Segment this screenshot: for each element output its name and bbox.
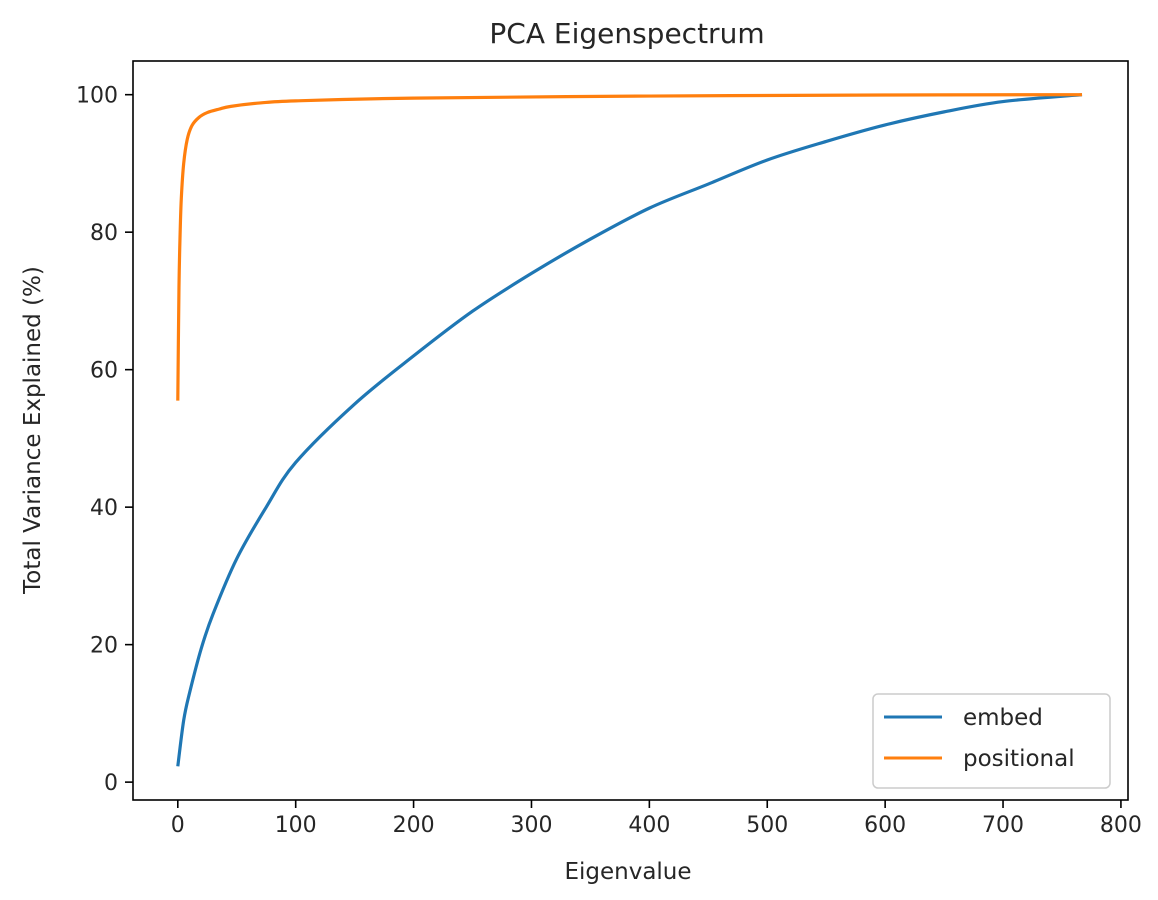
y-axis-ticks: 0 20 40 60 80 100 bbox=[76, 84, 133, 796]
x-axis-label: Eigenvalue bbox=[564, 859, 691, 885]
axes-frame bbox=[132, 60, 1129, 801]
x-tick-label: 800 bbox=[1100, 813, 1142, 838]
y-axis-label: Total Variance Explained (%) bbox=[20, 266, 46, 595]
x-tick-label: 0 bbox=[171, 813, 185, 838]
y-tick-label: 60 bbox=[90, 359, 118, 384]
y-tick-label: 20 bbox=[90, 634, 118, 659]
y-tick-label: 0 bbox=[104, 771, 118, 796]
y-tick-label: 40 bbox=[90, 496, 118, 521]
series-line-embed bbox=[176, 93, 1083, 767]
legend-label-embed: embed bbox=[963, 705, 1043, 731]
plot-area bbox=[176, 93, 1083, 767]
chart-title: PCA Eigenspectrum bbox=[489, 17, 764, 50]
legend: embed positional bbox=[872, 693, 1111, 789]
series-line-positional bbox=[176, 93, 1083, 401]
x-tick-label: 600 bbox=[864, 813, 906, 838]
y-tick-label: 100 bbox=[76, 84, 118, 109]
x-tick-label: 100 bbox=[275, 813, 317, 838]
x-tick-label: 300 bbox=[510, 813, 552, 838]
x-tick-label: 500 bbox=[746, 813, 788, 838]
y-tick-label: 80 bbox=[90, 221, 118, 246]
x-tick-label: 200 bbox=[393, 813, 435, 838]
x-axis-ticks: 0 100 200 300 400 500 600 700 800 bbox=[171, 800, 1142, 838]
legend-label-positional: positional bbox=[963, 746, 1075, 772]
x-tick-label: 700 bbox=[982, 813, 1024, 838]
x-tick-label: 400 bbox=[628, 813, 670, 838]
